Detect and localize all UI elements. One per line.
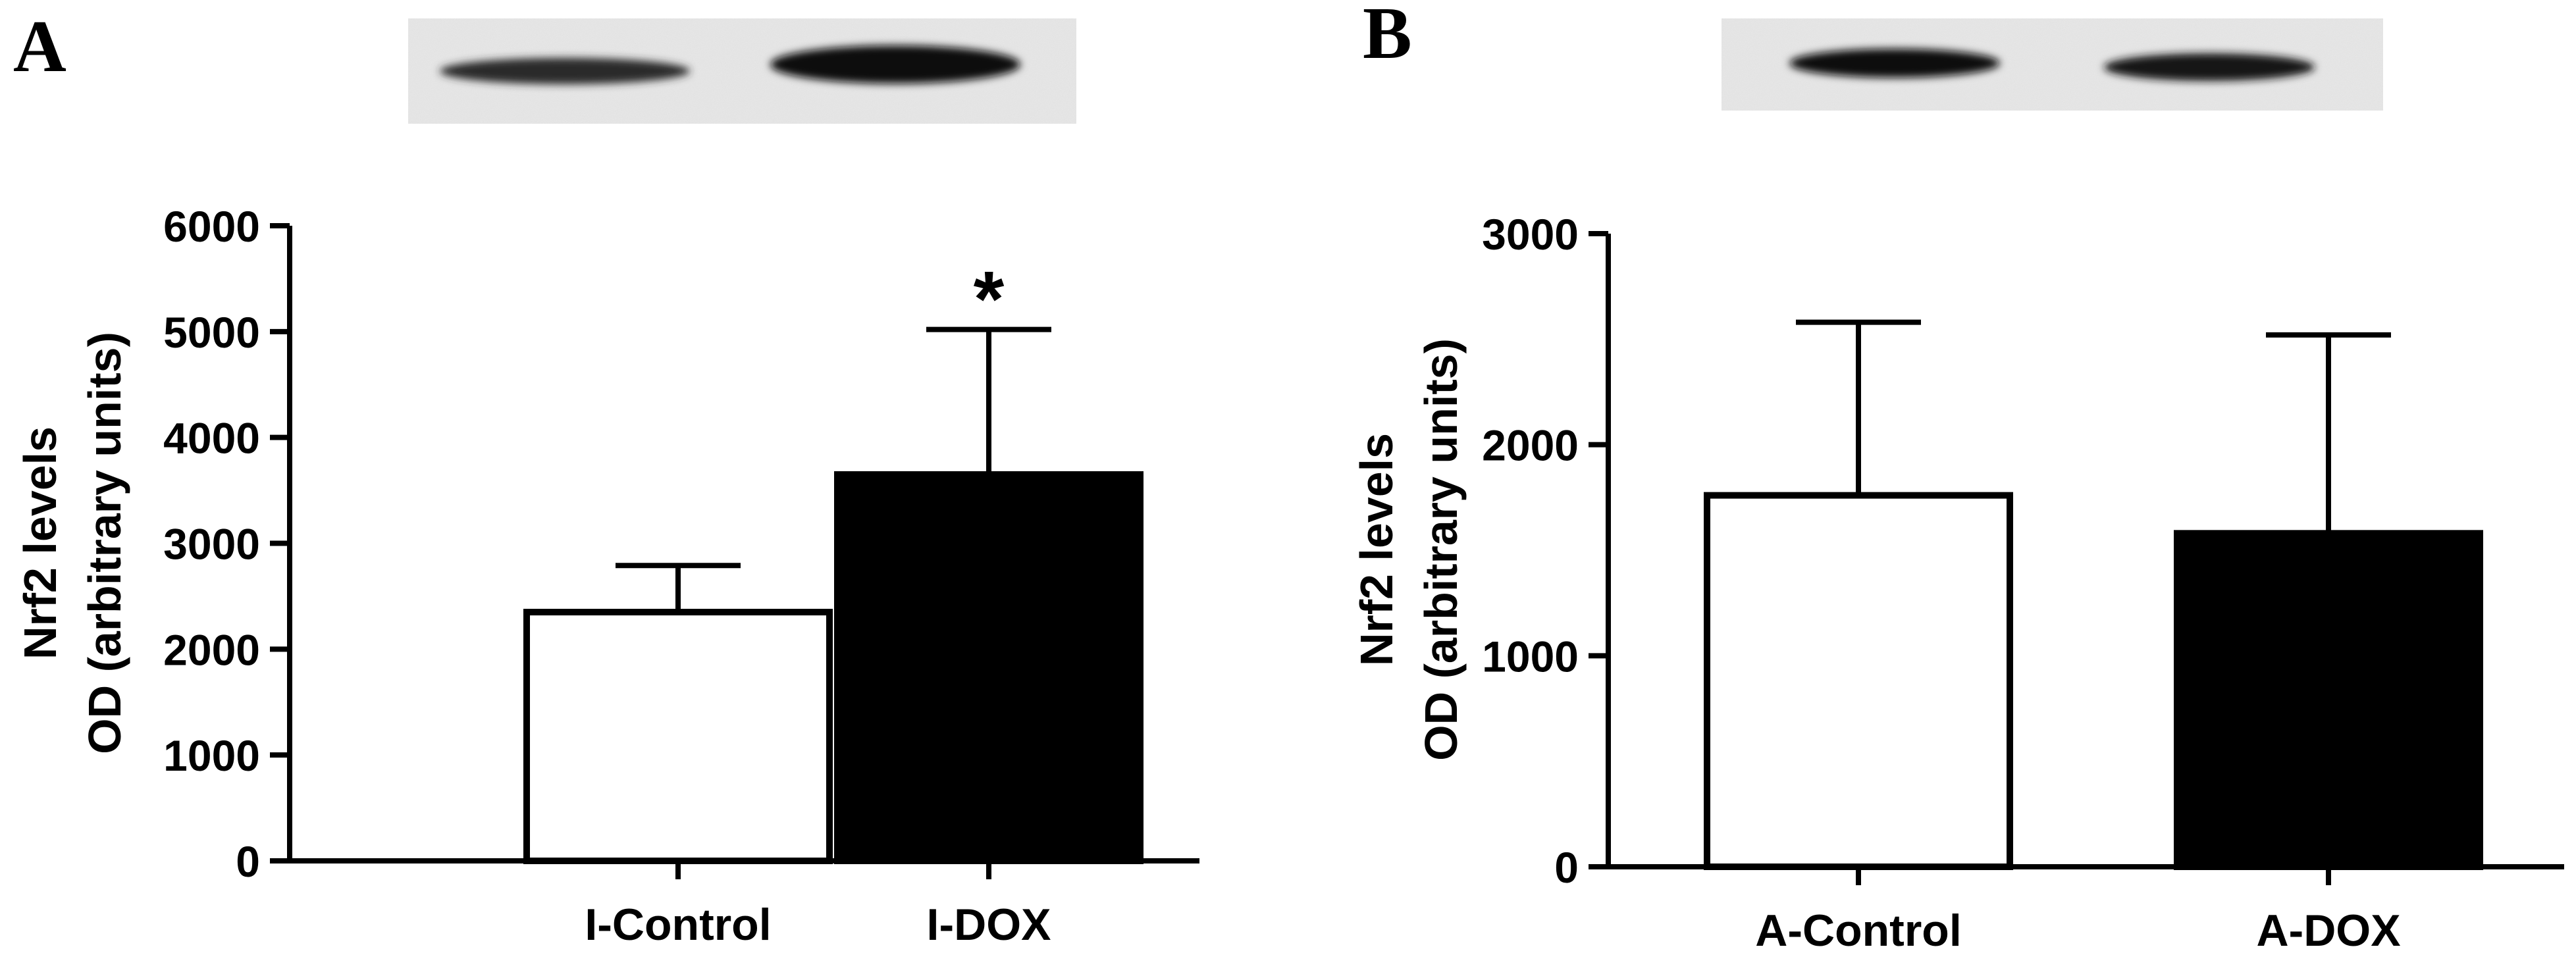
panel-b-y-tick-label-2: 2000: [1482, 421, 1579, 470]
panel-b-blot-image: [1722, 18, 2383, 111]
blot-b-band-2: [2104, 53, 2315, 81]
panel-b-y-axis-title-line1: Nrf2 levels: [1351, 433, 1402, 666]
panel-a-y-tick-label-0: 0: [236, 837, 260, 886]
panel-b-bar-a-dox: [2174, 530, 2483, 870]
panel-a-y-tick-label-3: 3000: [163, 520, 260, 569]
panel-b-x-ticks: A-Control A-DOX: [1755, 867, 2401, 953]
blot-a-band-2: [770, 45, 1020, 84]
panel-a: A 0 1000 2000 3000 4000 5000 6000 I-Control I-D…: [13, 6, 1199, 950]
panel-a-y-ticks: 0 1000 2000 3000 4000 5000 6000: [163, 202, 290, 886]
panel-b-error-bars: [1796, 319, 2391, 534]
panel-a-y-tick-label-1: 1000: [163, 731, 260, 780]
panel-a-y-tick-label-2: 2000: [163, 625, 260, 674]
panel-a-x-ticks: I-Control I-DOX: [585, 861, 1051, 950]
panel-a-x-tick-label-1: I-DOX: [927, 900, 1051, 950]
panel-b-bars: [1704, 492, 2483, 870]
panel-a-y-axis-title-line2: OD (arbitrary units): [79, 332, 130, 754]
panel-b-letter: B: [1363, 0, 1412, 74]
panel-b-plot: 0 1000 2000 3000 A-Control A-DOX: [1482, 210, 2564, 953]
panel-a-y-tick-label-6: 6000: [163, 202, 260, 251]
blot-b-band-1: [1789, 49, 2000, 78]
panel-b-y-tick-label-0: 0: [1554, 843, 1579, 892]
panel-b: B 0 1000 2000 3000 A-Control A-DOX Nrf2 leve…: [1351, 0, 2564, 953]
panel-a-bar-i-dox: [834, 471, 1143, 864]
panel-a-y-tick-label-5: 5000: [163, 308, 260, 357]
panel-b-x-tick-label-0: A-Control: [1755, 906, 1961, 953]
panel-a-error-bars: [616, 326, 1051, 613]
panel-a-x-tick-label-0: I-Control: [585, 900, 771, 950]
panel-a-significance-asterisk: *: [974, 255, 1005, 344]
panel-b-y-tick-label-1: 1000: [1482, 632, 1579, 681]
panel-b-x-tick-label-1: A-DOX: [2256, 906, 2400, 953]
panel-a-y-axis-title-line1: Nrf2 levels: [14, 426, 66, 659]
panel-a-blot-image: [408, 18, 1076, 124]
blot-a-band-1: [440, 58, 690, 84]
panel-a-bars: [523, 471, 1143, 865]
panel-b-y-ticks: 0 1000 2000 3000: [1482, 210, 1608, 892]
panel-a-y-tick-label-4: 4000: [163, 414, 260, 463]
panel-a-bar-i-control: [523, 609, 833, 865]
panel-b-bar-a-control: [1704, 492, 2013, 870]
panel-b-y-axis-title-line2: OD (arbitrary units): [1415, 338, 1467, 761]
panel-a-letter: A: [13, 6, 66, 88]
panel-b-y-tick-label-3: 3000: [1482, 210, 1579, 259]
panel-a-plot: 0 1000 2000 3000 4000 5000 6000 I-Control I-DOX…: [163, 202, 1199, 950]
